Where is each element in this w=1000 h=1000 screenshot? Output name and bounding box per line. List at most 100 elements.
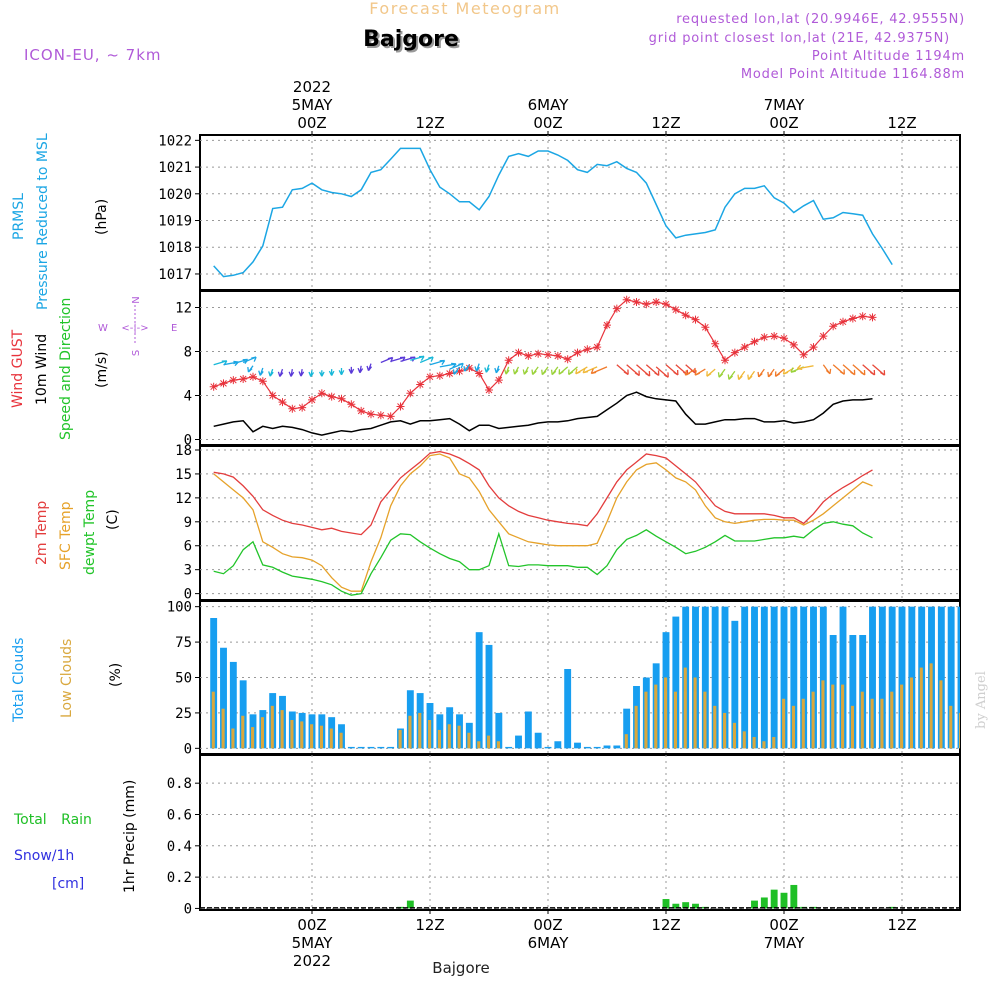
time-label-bottom: 12Z [415, 916, 444, 934]
model-label: ICON-EU, ~ 7km [24, 46, 162, 64]
wind-direction-arrow [288, 368, 295, 377]
gust-point [406, 389, 415, 398]
time-label-bottom: 00Z [533, 916, 562, 934]
temperature-ytick-label: 3 [184, 563, 192, 579]
wind-direction-arrow [308, 370, 315, 377]
gust-point [632, 298, 641, 306]
gust-point [740, 343, 749, 352]
year-label-top: 2022 [293, 78, 331, 96]
gust-point [730, 348, 739, 357]
snow-label: Snow/1h [14, 848, 74, 864]
t2m-series-line [213, 450, 873, 536]
clouds-plot-area [210, 606, 960, 749]
wind-direction-arrow [268, 368, 274, 377]
total-cloud-bar [544, 746, 552, 749]
gust-point [209, 382, 218, 391]
temperature-panel: 0 3 6 9 12 15 18 [175, 443, 961, 603]
wind-direction-arrow [706, 368, 716, 377]
time-label-top: 00Z [769, 114, 798, 132]
wind-direction-arrow [747, 370, 756, 381]
low-cloud-bar [634, 705, 638, 749]
gust-point [534, 349, 543, 358]
wind-direction-arrow [328, 369, 335, 376]
wind-ytick-label: 4 [184, 389, 192, 405]
temperature-ytick-label: 12 [175, 491, 192, 507]
gust-point [858, 312, 867, 321]
precip-ytick-label: 0 [184, 901, 192, 917]
wind-direction-arrow [512, 366, 520, 375]
low-cloud-bar [339, 732, 343, 749]
gust-point [465, 364, 474, 372]
low-cloud-bar [703, 691, 707, 749]
wind-direction-arrow [298, 368, 305, 377]
gust-point [662, 300, 670, 309]
total-cloud-bar [810, 606, 817, 749]
wind-direction-arrow [558, 366, 569, 375]
wind-direction-arrow [727, 370, 736, 380]
pressure-ytick-label: 1018 [158, 240, 192, 256]
wind-direction-arrow [277, 368, 284, 377]
low-cloud-bar [850, 705, 854, 749]
total-cloud-bar [790, 606, 798, 749]
gust-point [799, 350, 808, 359]
wind-direction-arrow [655, 366, 669, 378]
low-cloud-bar [664, 677, 668, 749]
low-cloud-bar [723, 712, 727, 749]
gust-point [416, 380, 425, 389]
temperature-ytick-label: 0 [184, 587, 192, 603]
wind-direction-arrow [717, 368, 726, 378]
total-cloud-bar [898, 606, 906, 749]
wind-direction-arrow [338, 368, 345, 376]
low-cloud-bar [693, 677, 697, 749]
wind-direction-arrow [474, 363, 481, 372]
low-cloud-bar [772, 737, 776, 749]
time-label-top: 00Z [297, 114, 326, 132]
total-cloud-bar [770, 606, 778, 749]
total-cloud-bar [711, 606, 719, 749]
compass-s: S [131, 350, 142, 356]
pressure-unit: (hPa) [94, 199, 110, 235]
total-cloud-bar [760, 606, 768, 749]
low-cloud-bar [929, 663, 933, 749]
gust-point [524, 351, 533, 360]
low-cloud-bar [762, 741, 766, 749]
gust-point [435, 371, 444, 380]
precip-ytick-label: 0.8 [167, 776, 192, 792]
low-cloud-bar [310, 724, 314, 749]
low-cloud-bar [241, 715, 245, 749]
wind-direction-arrow [872, 364, 886, 376]
low-cloud-bar [447, 724, 451, 749]
wind-direction-arrow [832, 364, 845, 375]
wind-ytick-label: 8 [184, 345, 192, 361]
pressure-ytick-label: 1021 [158, 160, 192, 176]
clouds-ytick-label: 50 [175, 671, 192, 687]
total-cloud-bar [367, 746, 375, 749]
total-cloud-bar [377, 746, 385, 749]
total-cloud-bar [534, 732, 542, 749]
low-cloud-bar [732, 722, 736, 749]
low-cloud-bar [260, 717, 264, 749]
pressure-series-line [213, 147, 893, 278]
date-label-top: 6MAY [528, 96, 570, 114]
gust-point [583, 345, 592, 354]
wind-direction-arrow [582, 366, 598, 374]
wind-direction-arrow [796, 364, 814, 371]
time-label-top: 12Z [887, 114, 916, 132]
low-cloud-bar [457, 725, 461, 749]
pressure-ytick-label: 1017 [158, 267, 192, 283]
gust-point [485, 386, 493, 394]
gust-point [681, 311, 690, 320]
low-cloud-bar [496, 741, 500, 749]
wind-direction-arrow [504, 366, 510, 375]
rain-bar [770, 889, 778, 909]
gust-point [848, 314, 857, 323]
low-cloud-bar [870, 698, 874, 749]
snow-unit-label: [cm] [52, 876, 84, 892]
gust-point [563, 355, 572, 364]
gust-point [455, 367, 464, 376]
wind-direction-arrow [366, 363, 373, 372]
low-cloud-bar [782, 698, 786, 749]
clouds-ytick-label: 75 [175, 635, 192, 651]
total-cloud-bar [878, 606, 886, 749]
